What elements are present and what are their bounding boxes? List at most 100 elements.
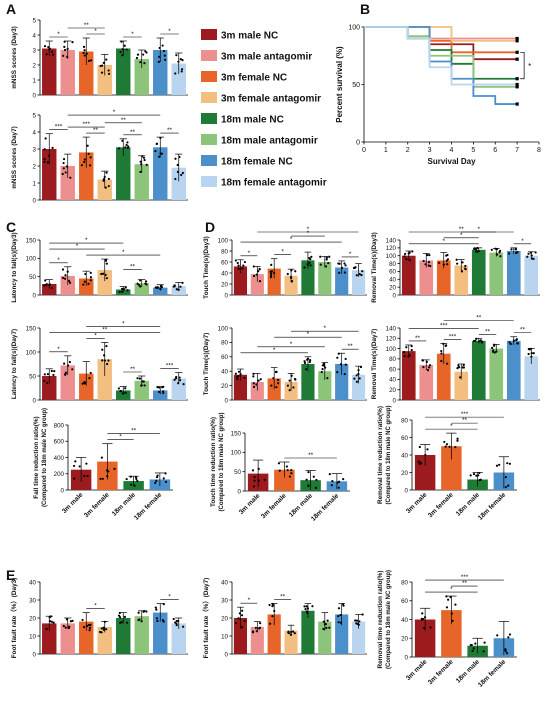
data-point <box>182 625 185 628</box>
y-axis-label: Removal time reduction ratio(%) <box>377 570 384 668</box>
sig-label: * <box>168 28 171 35</box>
data-point <box>123 615 126 618</box>
data-point <box>106 362 109 366</box>
sig-label: * <box>119 434 122 441</box>
data-point <box>89 371 92 375</box>
data-point <box>446 258 450 261</box>
sig-label: * <box>94 332 97 339</box>
data-point <box>358 620 361 623</box>
data-point <box>142 156 146 159</box>
y-axis-label: Removal Time(s)(Day3) <box>371 232 378 303</box>
data-point <box>405 258 408 261</box>
data-point <box>121 54 124 57</box>
bar <box>97 179 112 200</box>
bar <box>284 630 298 654</box>
data-point <box>48 616 51 619</box>
sig-label: * <box>460 232 463 239</box>
data-point <box>155 479 158 482</box>
y-tick-label: 0 <box>405 654 409 661</box>
data-point <box>158 390 161 394</box>
data-point <box>476 246 479 250</box>
data-point <box>442 342 445 345</box>
data-point <box>180 173 183 177</box>
y-tick-label: 140 <box>386 237 397 244</box>
data-point <box>438 261 441 264</box>
data-point <box>493 343 496 346</box>
sig-label: ** <box>84 22 90 29</box>
data-point <box>82 283 85 286</box>
data-point <box>160 152 163 155</box>
data-point <box>83 280 86 283</box>
data-point <box>440 359 443 363</box>
data-point <box>429 626 432 629</box>
sig-label: * <box>122 320 125 327</box>
sig-label: *** <box>440 322 448 329</box>
y-tick-label: 40 <box>221 579 228 586</box>
data-point <box>319 255 322 258</box>
data-point <box>177 60 180 63</box>
data-point <box>403 255 406 258</box>
y-axis-label-2: (Compared to 18m male NC group) <box>219 412 225 511</box>
bar <box>436 260 451 295</box>
data-point <box>354 619 357 622</box>
y-tick-label: 60 <box>389 269 396 276</box>
bar <box>97 627 112 654</box>
data-point <box>61 172 64 176</box>
data-point <box>478 340 481 343</box>
data-point <box>252 375 255 378</box>
data-point <box>84 382 87 385</box>
data-point <box>275 385 278 389</box>
y-tick-label: 4 <box>33 32 37 39</box>
sig-label: ** <box>121 117 127 124</box>
y-axis-label: Fall time reduction ratio(%) <box>33 416 40 498</box>
data-point <box>117 614 121 617</box>
data-point <box>534 251 537 254</box>
bar <box>97 359 112 400</box>
legend-label: 3m male antagomir <box>221 52 312 63</box>
data-point <box>270 384 273 387</box>
data-point <box>508 633 512 636</box>
y-tick-label: 40 <box>401 452 408 459</box>
data-point <box>456 437 459 440</box>
y-tick-label: 0 <box>225 292 229 299</box>
data-point <box>321 367 324 371</box>
data-point <box>43 379 46 382</box>
data-point <box>125 143 128 147</box>
data-point <box>64 171 67 174</box>
x-tick-label: 18m female <box>133 491 164 522</box>
sig-label: * <box>290 341 293 348</box>
chart-B: 0 1 2 3 4 5 6 7 8 0 50 100 Survival Day Percent survi… <box>335 25 541 167</box>
data-point <box>107 72 111 75</box>
sig-label: * <box>528 62 531 71</box>
data-point <box>67 279 71 282</box>
data-point <box>176 163 179 167</box>
chart-D5: 0 20 40 60 80 100 120 140 Removal Time(s)(Day7) *… <box>371 315 540 404</box>
data-point <box>305 605 308 608</box>
data-point <box>120 40 123 43</box>
data-point <box>271 615 274 618</box>
y-tick-label: 3 <box>33 47 37 54</box>
data-point <box>155 608 158 611</box>
data-point <box>172 617 175 621</box>
data-point <box>495 350 498 353</box>
data-point <box>143 158 146 162</box>
data-point <box>66 47 69 51</box>
bar <box>134 616 149 654</box>
data-point <box>423 616 427 619</box>
bar <box>524 255 539 295</box>
y-tick-label: 80 <box>389 356 396 363</box>
sig-label: * <box>131 31 134 38</box>
data-point <box>456 439 459 442</box>
bar <box>471 340 486 400</box>
data-point <box>343 271 346 274</box>
sig-label: ** <box>93 127 99 134</box>
data-point <box>107 184 110 188</box>
data-point <box>277 462 280 465</box>
x-tick-label: 3m male <box>61 491 85 515</box>
sig-label: * <box>248 597 251 604</box>
data-point <box>328 255 331 258</box>
data-point <box>243 376 246 380</box>
data-point <box>496 253 499 256</box>
data-point <box>240 626 244 629</box>
data-point <box>238 612 241 615</box>
